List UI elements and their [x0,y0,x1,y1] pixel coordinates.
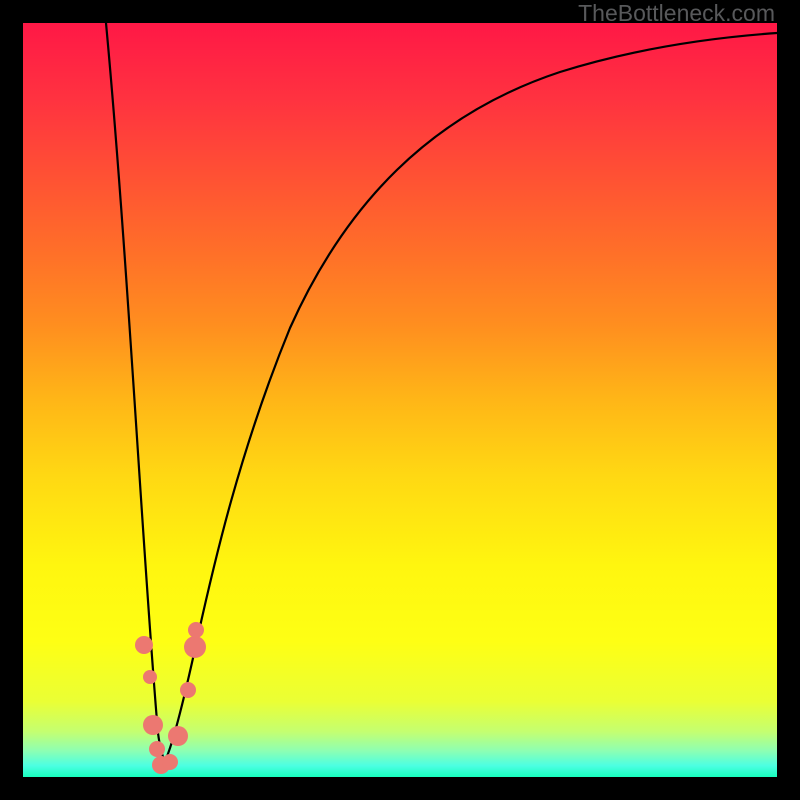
data-marker [149,741,165,757]
data-marker [143,715,163,735]
data-marker [180,682,196,698]
chart-container: TheBottleneck.com [0,0,800,800]
plot-svg [23,23,777,777]
curve-group [106,23,777,763]
data-marker [184,636,206,658]
data-marker [143,670,157,684]
data-marker [188,622,204,638]
plot-area [23,23,777,777]
marker-group [135,622,206,774]
left-branch [106,23,164,760]
right-branch [164,33,777,763]
data-marker [168,726,188,746]
data-marker [135,636,153,654]
data-marker [162,754,178,770]
watermark-text: TheBottleneck.com [578,0,775,27]
